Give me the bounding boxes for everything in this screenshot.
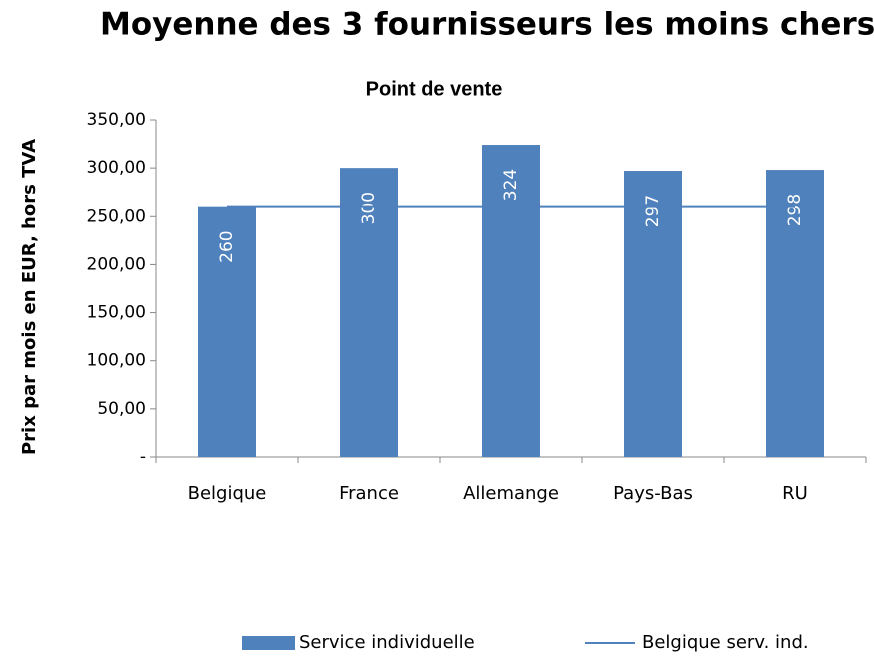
y-tick-label: 50,00 <box>97 399 146 419</box>
x-tick-label: Pays-Bas <box>613 483 693 504</box>
chart-title: Moyenne des 3 fournisseurs les moins che… <box>100 7 874 43</box>
x-tick-label: Belgique <box>188 483 267 504</box>
data-label: 260 <box>217 230 237 262</box>
bar <box>766 170 824 457</box>
data-label: 324 <box>501 169 521 201</box>
y-tick-label: 300,00 <box>87 158 146 178</box>
y-axis-label: Prix par mois en EUR, hors TVA <box>19 139 40 455</box>
legend-label: Belgique serv. ind. <box>642 632 809 653</box>
y-tick-label: 250,00 <box>87 206 146 226</box>
bar <box>482 145 540 457</box>
x-tick-label: RU <box>782 483 808 504</box>
legend-swatch <box>242 636 295 650</box>
data-label: 298 <box>785 194 805 226</box>
bar <box>624 171 682 457</box>
y-tick-label: - <box>140 447 146 467</box>
x-tick-label: Allemange <box>463 483 559 504</box>
bar <box>198 206 256 457</box>
y-tick-label: 350,00 <box>87 110 146 130</box>
chart-subtitle: Point de vente <box>366 78 503 100</box>
x-tick-label: France <box>339 483 399 504</box>
data-label: 300 <box>359 192 379 224</box>
y-tick-label: 150,00 <box>87 303 146 323</box>
y-tick-label: 100,00 <box>87 351 146 371</box>
bar <box>340 168 398 457</box>
y-tick-label: 200,00 <box>87 254 146 274</box>
data-label: 297 <box>643 195 663 227</box>
legend-label: Service individuelle <box>299 632 475 653</box>
